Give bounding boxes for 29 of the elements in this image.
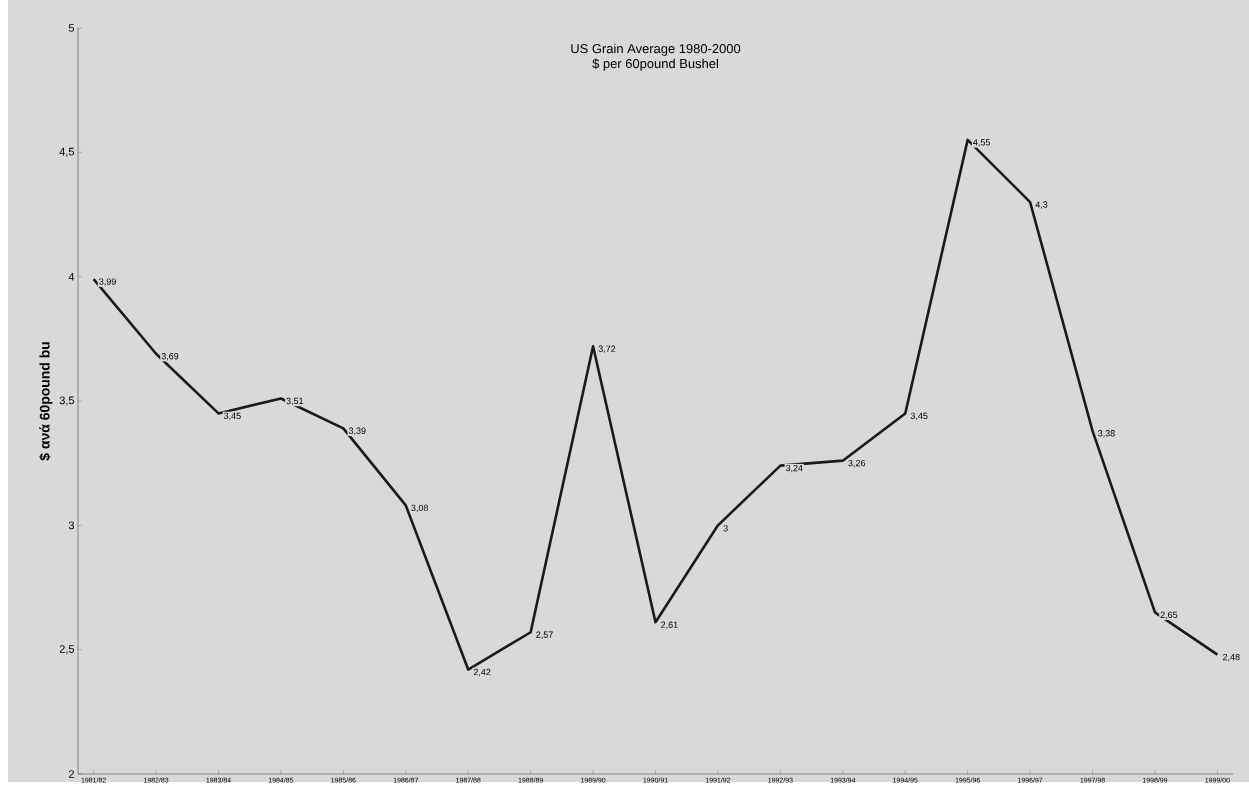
y-tick-label: 3,5 — [59, 396, 75, 406]
y-tick-label: 5 — [68, 24, 75, 32]
data-label: 3 — [723, 525, 728, 532]
y-tick-label: 3 — [68, 521, 74, 530]
data-label: 3,45 — [910, 412, 928, 421]
y-axis-title: $ ανά 60pound bu — [39, 342, 53, 461]
data-label: 3,69 — [161, 353, 179, 361]
y-tick-label: 2 — [68, 770, 74, 778]
data-label: 3,72 — [598, 345, 616, 353]
data-label: 3,39 — [348, 427, 366, 436]
data-label: 4,3 — [1035, 201, 1048, 209]
data-label: 3,45 — [224, 412, 241, 421]
data-label: 2,42 — [473, 668, 491, 677]
data-label: 2,57 — [536, 631, 553, 639]
data-label: 2,48 — [1223, 653, 1240, 662]
y-tick-label: 4,5 — [59, 147, 75, 157]
data-label: 3,38 — [1098, 430, 1115, 438]
text: US Grain Average 1980-2000 — [571, 43, 741, 56]
data-label: 3,26 — [848, 459, 866, 468]
y-tick-label: 4 — [68, 272, 75, 281]
data-label: 3,08 — [411, 504, 429, 513]
text: $ per 60pound Bushel — [592, 58, 718, 71]
data-label: 3,99 — [99, 278, 116, 286]
data-label: 3,24 — [785, 464, 803, 473]
data-label: 2,61 — [661, 621, 678, 629]
y-tick-label: 2,5 — [59, 645, 75, 655]
data-label: 4,55 — [973, 139, 990, 147]
data-label: 3,51 — [286, 397, 304, 406]
data-label: 2,65 — [1160, 611, 1178, 620]
